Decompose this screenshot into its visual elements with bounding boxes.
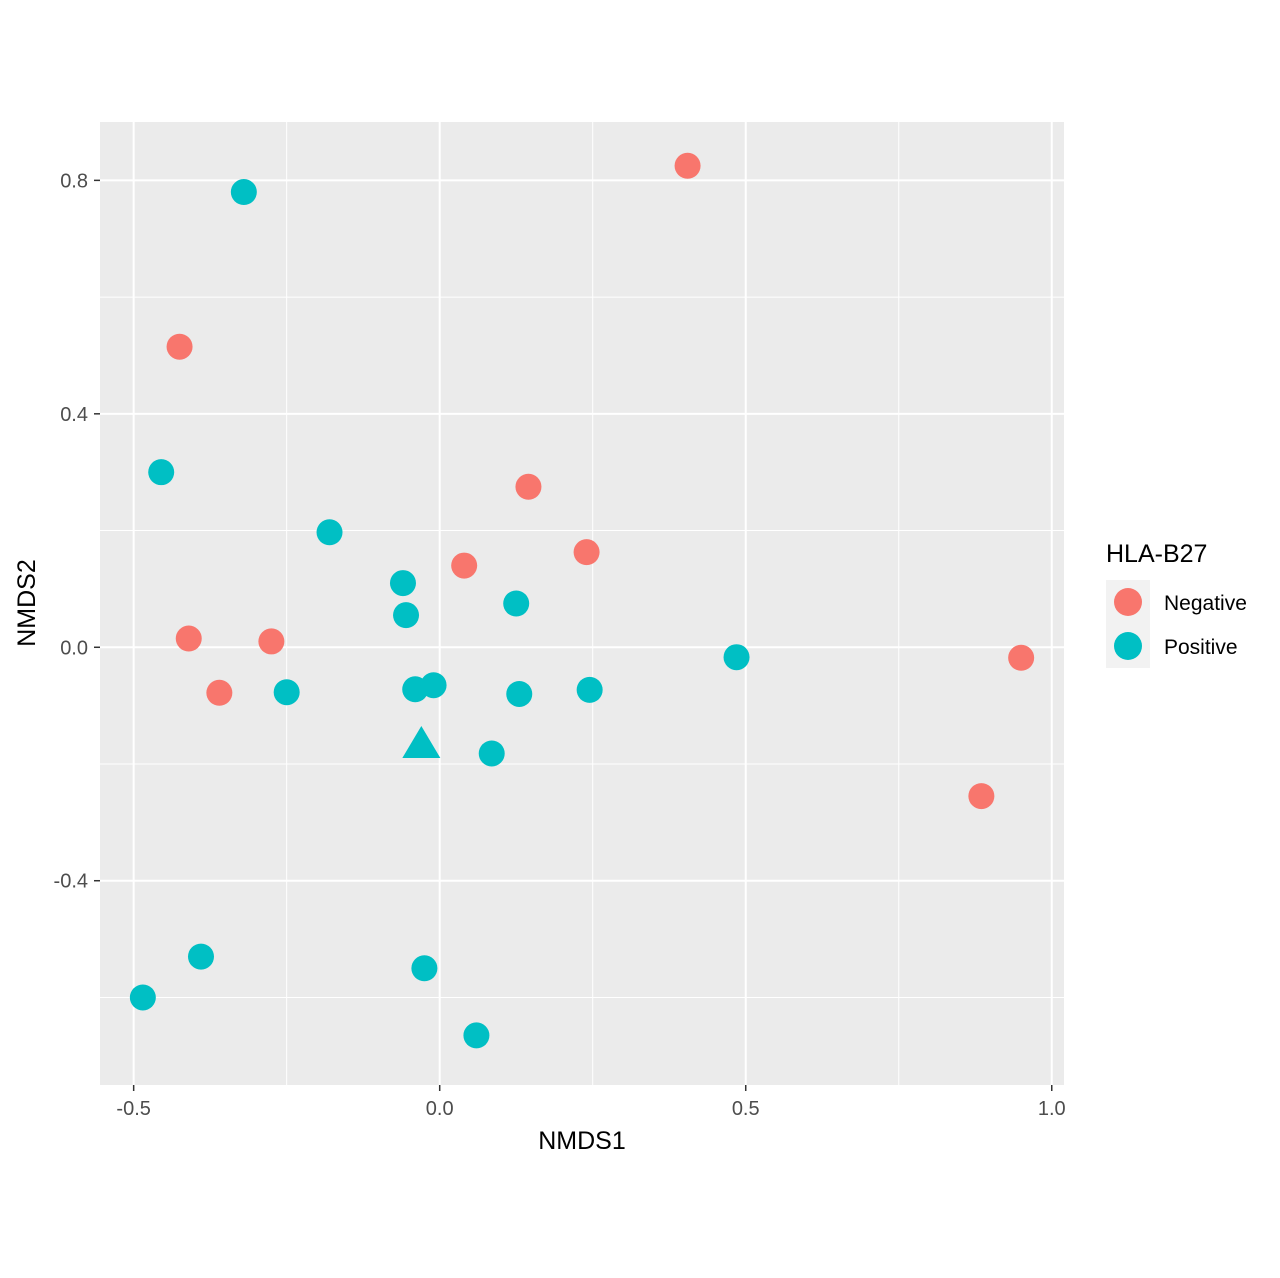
major-grid — [100, 122, 1064, 1085]
y-tick-label: 0.0 — [60, 637, 88, 659]
point-negative — [451, 552, 478, 579]
point-negative — [968, 783, 995, 810]
legend-key-positive — [1114, 632, 1142, 660]
point-positive — [411, 955, 438, 982]
legend-label-negative: Negative — [1164, 592, 1247, 615]
x-tick-label: 0.5 — [732, 1098, 760, 1120]
legend: HLA-B27 Negative Positive — [1106, 540, 1247, 668]
point-positive — [503, 590, 530, 617]
data-points — [129, 152, 1035, 1049]
point-negative — [515, 473, 542, 500]
point-positive — [273, 679, 300, 706]
legend-title: HLA-B27 — [1106, 540, 1207, 568]
point-positive — [393, 602, 420, 629]
point-positive — [506, 680, 533, 707]
x-tick-label: 1.0 — [1038, 1098, 1066, 1120]
y-axis-title: NMDS2 — [13, 559, 41, 647]
point-positive — [187, 943, 214, 970]
point-negative — [175, 625, 202, 652]
legend-label-positive: Positive — [1164, 636, 1238, 659]
point-positive — [230, 179, 257, 206]
y-tick-label: -0.4 — [54, 871, 88, 893]
x-tick-label: -0.5 — [116, 1098, 150, 1120]
point-positive — [389, 570, 416, 597]
point-positive — [576, 676, 603, 703]
point-negative — [573, 539, 600, 566]
x-axis-title: NMDS1 — [538, 1127, 626, 1155]
y-tick-label: 0.4 — [60, 404, 88, 426]
point-positive — [420, 672, 447, 699]
point-negative — [206, 679, 233, 706]
minor-grid — [100, 122, 1064, 1085]
y-tick-label: 0.8 — [60, 170, 88, 192]
point-negative — [1008, 644, 1035, 671]
point-positive — [723, 644, 750, 671]
point-positive — [478, 740, 505, 767]
point-positive — [148, 459, 175, 486]
y-axis-ticks: -0.4 0.0 0.4 0.8 — [54, 170, 100, 893]
panel-background — [100, 122, 1064, 1085]
point-negative — [258, 628, 285, 655]
x-tick-label: 0.0 — [426, 1098, 454, 1120]
point-positive — [316, 519, 343, 546]
legend-key-negative — [1114, 588, 1142, 616]
point-negative — [166, 333, 193, 360]
x-axis-ticks: -0.5 0.0 0.5 1.0 — [116, 1085, 1066, 1120]
point-positive-triangle — [402, 725, 441, 758]
point-positive — [463, 1022, 490, 1049]
point-positive — [129, 984, 156, 1011]
point-negative — [674, 152, 701, 179]
